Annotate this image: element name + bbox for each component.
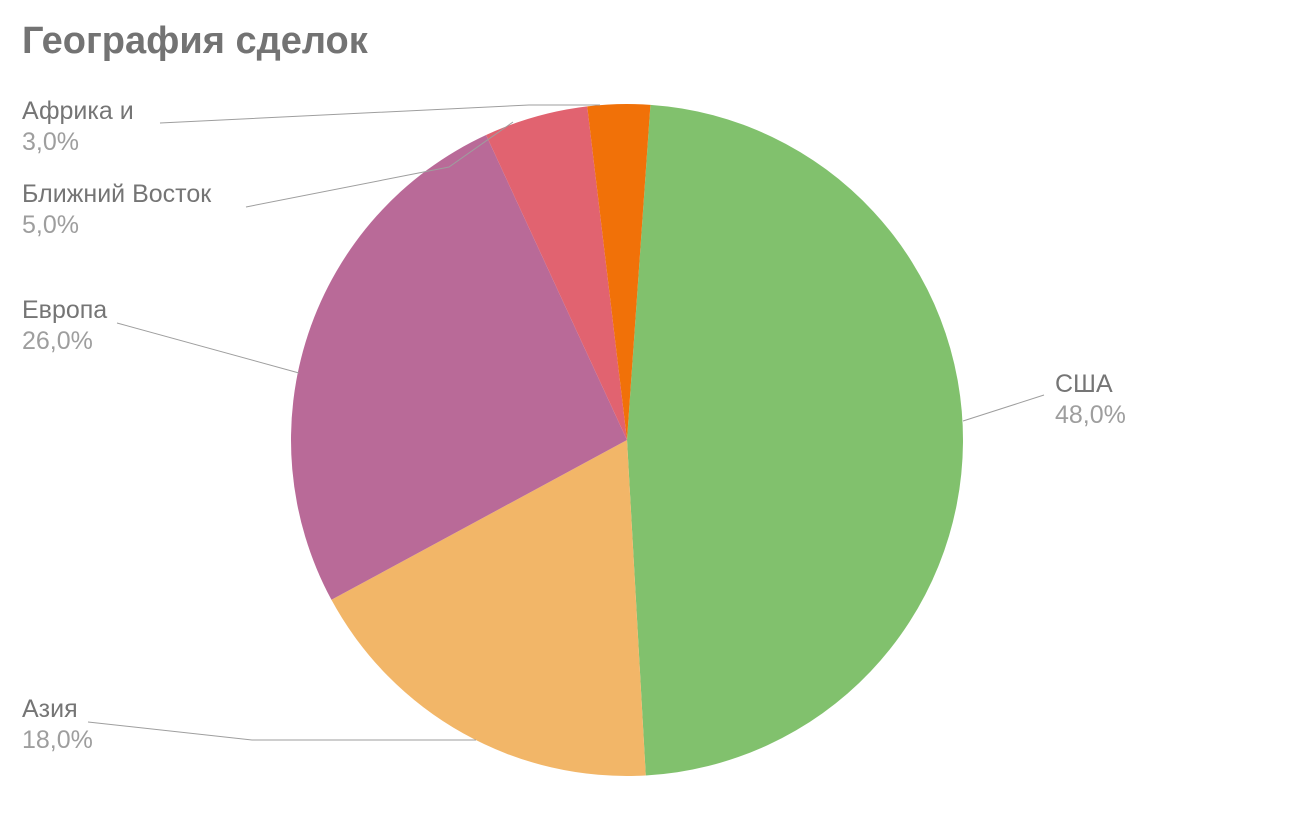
slice-label-value: 26,0% xyxy=(22,327,93,356)
slice-label-value: 5,0% xyxy=(22,211,79,240)
slice-label-name: США xyxy=(1055,370,1113,399)
slice-label-value: 18,0% xyxy=(22,726,93,755)
slice-label-value: 48,0% xyxy=(1055,401,1126,430)
pie-slice xyxy=(627,105,963,776)
leader-line xyxy=(963,395,1044,421)
slice-label-name: Африка и xyxy=(22,97,134,126)
slice-label-name: Европа xyxy=(22,296,107,325)
leader-line xyxy=(117,323,299,373)
slice-label-value: 3,0% xyxy=(22,128,79,157)
leader-line xyxy=(88,722,476,740)
slice-label-name: Ближний Восток xyxy=(22,180,211,209)
slice-label-name: Азия xyxy=(22,695,78,724)
